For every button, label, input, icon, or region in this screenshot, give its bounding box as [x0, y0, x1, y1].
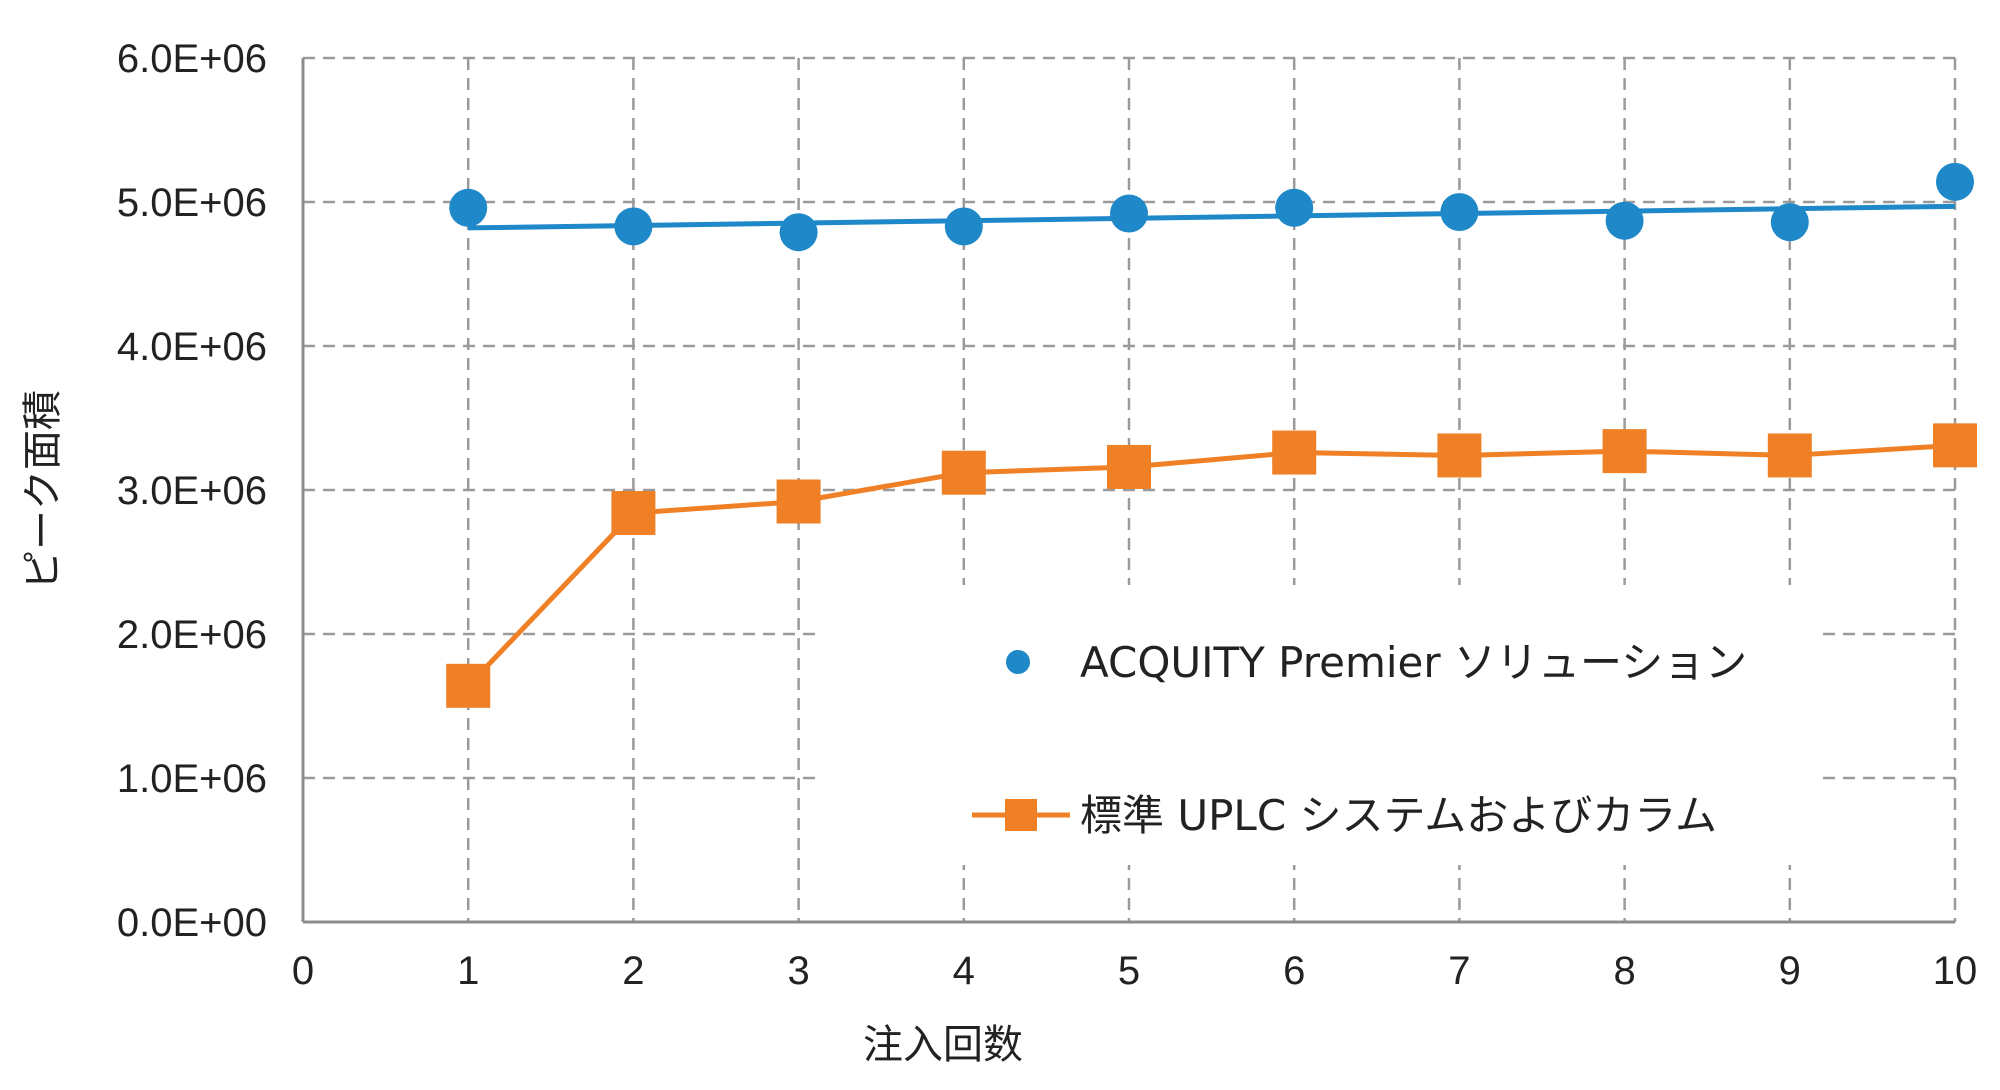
axes [301, 58, 1955, 924]
x-tick-label: 10 [1933, 949, 1978, 993]
x-tick-label: 0 [292, 949, 314, 993]
data-point [1272, 430, 1317, 475]
y-tick-label: 5.0E+06 [117, 181, 267, 225]
x-axis-title: 注入回数 [863, 1022, 1023, 1068]
data-point [1107, 444, 1151, 489]
x-tick-label: 2 [622, 949, 644, 993]
data-point [776, 479, 821, 524]
y-tick-label: 6.0E+06 [117, 37, 267, 81]
y-tick-label: 2.0E+06 [117, 613, 267, 657]
legend-item-standard-uplc: 標準 UPLC システムおよびカラム [972, 791, 1717, 840]
series-1 [446, 423, 1977, 708]
data-point [1936, 162, 1974, 201]
legend-marker-circle [1006, 650, 1030, 674]
x-tick-label: 1 [457, 949, 479, 993]
data-point [449, 188, 488, 227]
legend-label-standard-uplc: 標準 UPLC システムおよびカラム [1080, 791, 1717, 840]
x-tick-label: 5 [1118, 949, 1140, 993]
series-line [466, 442, 1956, 688]
data-point [614, 207, 653, 246]
legend-item-acquity: ACQUITY Premier ソリューション [1006, 638, 1747, 687]
data-point [779, 213, 818, 252]
y-axis-title: ピーク面積 [20, 390, 66, 590]
legend-marker-square [1005, 799, 1037, 831]
data-point [1767, 433, 1812, 478]
data-point [1110, 194, 1148, 233]
x-tick-label: 4 [953, 949, 975, 993]
trendline [468, 203, 1956, 231]
y-tick-labels: 0.0E+00 1.0E+06 2.0E+06 3.0E+06 4.0E+06 5.0E+… [117, 37, 267, 945]
legend: ACQUITY Premier ソリューション 標準 UPLC システムおよびカ… [820, 585, 1820, 865]
x-tick-labels: 0 1 2 3 4 5 6 7 8 9 10 [292, 949, 1977, 993]
y-tick-label: 3.0E+06 [117, 469, 267, 513]
y-tick-label: 4.0E+06 [117, 325, 267, 369]
data-point [941, 450, 986, 495]
x-tick-label: 6 [1283, 949, 1305, 993]
data-point [1275, 188, 1314, 227]
x-tick-label: 3 [787, 949, 809, 993]
data-point [446, 663, 491, 708]
series-0 [449, 162, 1974, 252]
data-point [1437, 433, 1482, 478]
data-point [1770, 203, 1809, 242]
series [446, 162, 1977, 708]
x-tick-label: 9 [1779, 949, 1801, 993]
data-point [944, 207, 983, 246]
data-point [1605, 201, 1644, 240]
x-tick-label: 8 [1613, 949, 1635, 993]
y-tick-label: 1.0E+06 [117, 757, 267, 801]
data-point [1602, 429, 1647, 474]
data-point [1933, 423, 1977, 468]
x-tick-label: 7 [1448, 949, 1470, 993]
legend-background [820, 585, 1820, 865]
data-point [611, 491, 656, 536]
data-point [1440, 193, 1479, 232]
y-tick-label: 0.0E+00 [117, 901, 267, 945]
legend-label-acquity: ACQUITY Premier ソリューション [1080, 638, 1747, 687]
